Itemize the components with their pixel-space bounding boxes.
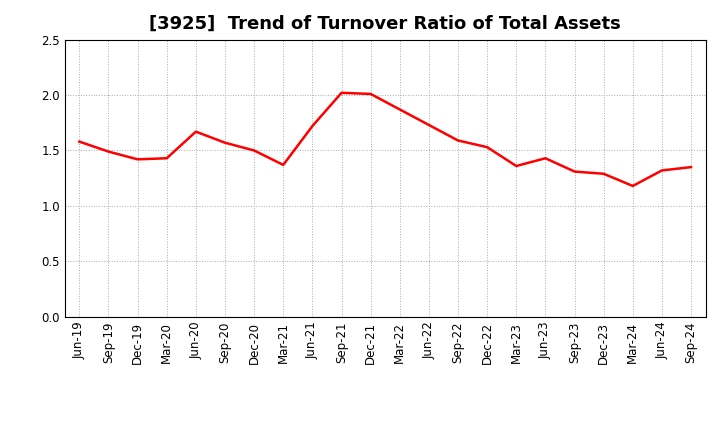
Title: [3925]  Trend of Turnover Ratio of Total Assets: [3925] Trend of Turnover Ratio of Total …	[149, 15, 621, 33]
